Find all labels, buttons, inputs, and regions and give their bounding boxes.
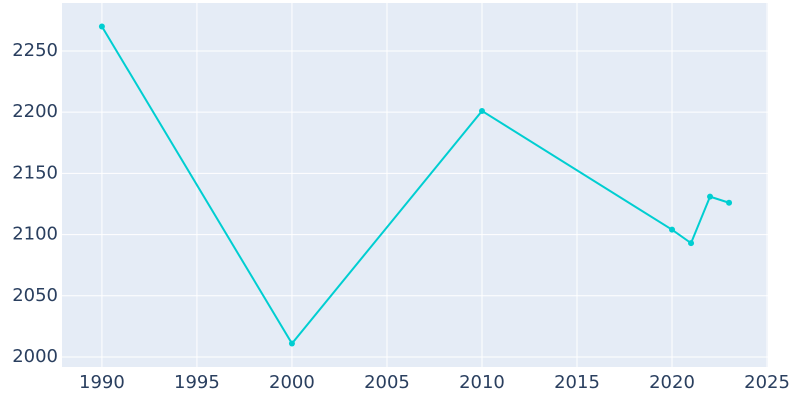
y-tick-label: 2100 bbox=[12, 224, 58, 245]
x-tick-label: 2005 bbox=[364, 372, 410, 393]
x-tick-label: 2025 bbox=[744, 372, 790, 393]
point bbox=[288, 340, 295, 347]
x-tick-label: 2020 bbox=[649, 372, 695, 393]
point bbox=[726, 199, 733, 206]
y-tick-label: 2050 bbox=[12, 285, 58, 306]
y-tick-label: 2250 bbox=[12, 40, 58, 61]
y-tick-label: 2200 bbox=[12, 101, 58, 122]
x-tick-label: 2010 bbox=[459, 372, 505, 393]
x-tick-label: 1995 bbox=[174, 372, 220, 393]
y-tick-label: 2000 bbox=[12, 346, 58, 367]
point bbox=[669, 226, 676, 233]
point bbox=[688, 240, 695, 247]
plot-area bbox=[62, 3, 768, 367]
x-tick-label: 2015 bbox=[554, 372, 600, 393]
point bbox=[707, 193, 714, 200]
x-tick-label: 1990 bbox=[79, 372, 125, 393]
x-tick-label: 2000 bbox=[269, 372, 315, 393]
point bbox=[98, 23, 105, 30]
y-tick-label: 2150 bbox=[12, 162, 58, 183]
point bbox=[478, 107, 485, 114]
